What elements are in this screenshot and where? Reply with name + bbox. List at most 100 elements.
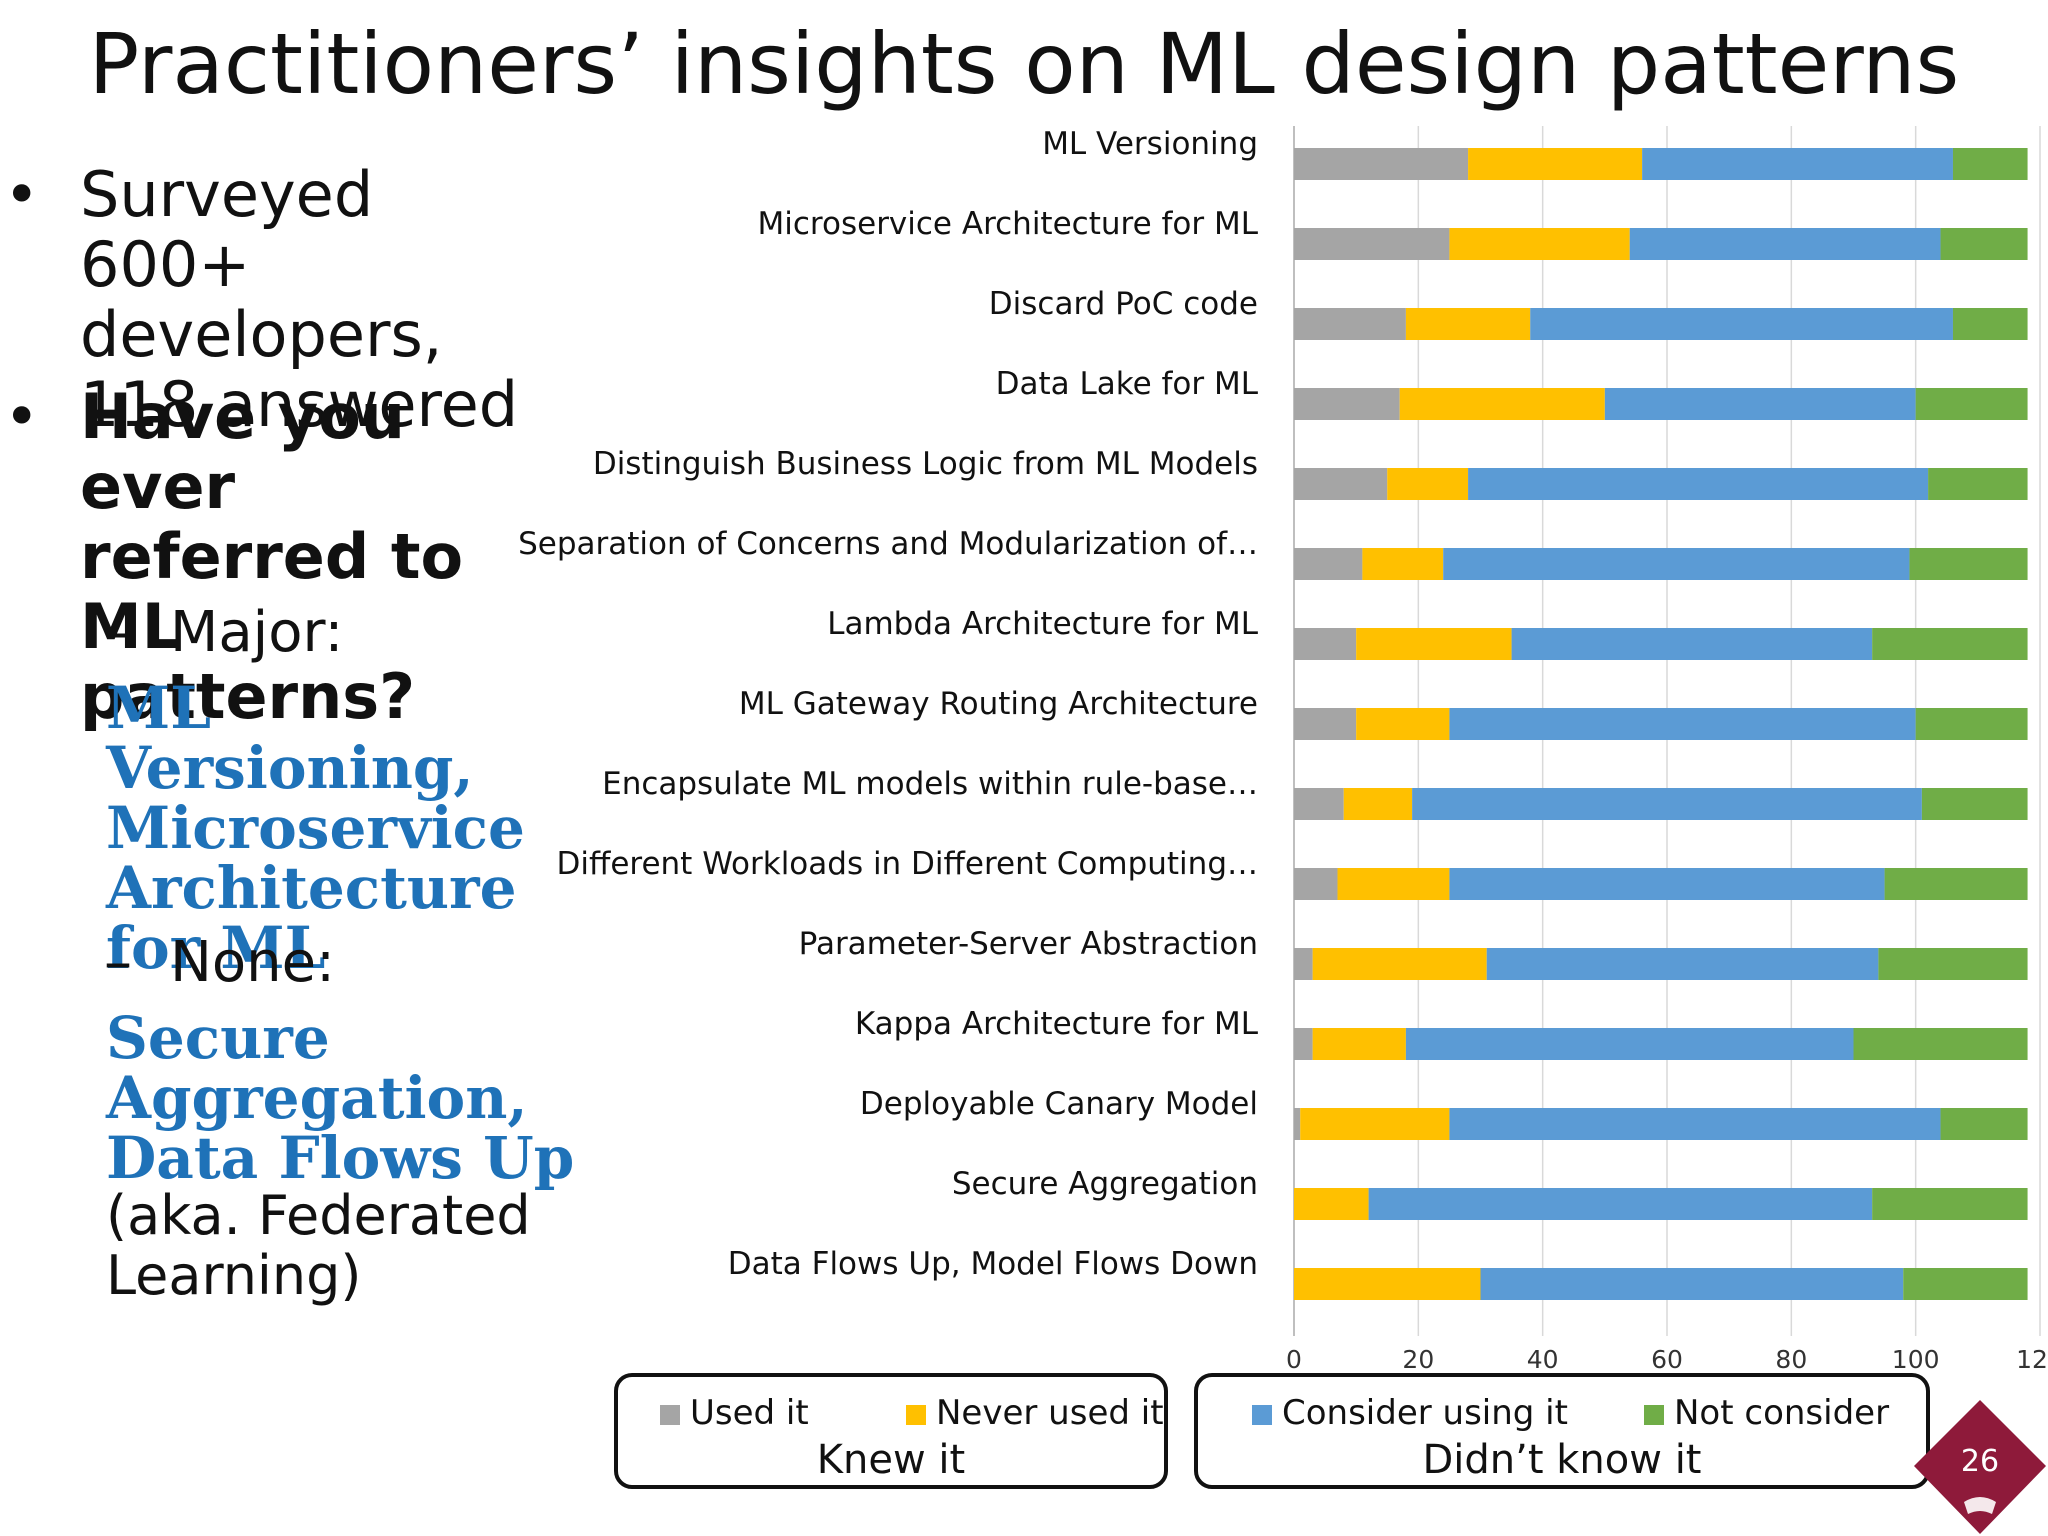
bar-segment-not-consider <box>1903 1268 2028 1300</box>
bar-segment-never-used-it <box>1300 1108 1450 1140</box>
bar-segment-consider-using-it <box>1449 1108 1941 1140</box>
bar-segment-used-it <box>1294 948 1313 980</box>
bar-segment-not-consider <box>1928 468 2028 500</box>
bar-segment-not-consider <box>1872 628 2028 660</box>
bar-segment-never-used-it <box>1337 868 1450 900</box>
legend-knew-it: Used it Never used it Knew it <box>614 1373 1168 1489</box>
category-label: Different Workloads in Different Computi… <box>556 846 1258 882</box>
legend-never-used-it-label: Never used it <box>936 1393 1164 1433</box>
bar-segment-never-used-it <box>1356 628 1512 660</box>
bar-segment-never-used-it <box>1312 1028 1406 1060</box>
bar-segment-not-consider <box>1940 228 2028 260</box>
bar-segment-never-used-it <box>1387 468 1469 500</box>
bar-segment-never-used-it <box>1362 548 1444 580</box>
category-label: Data Lake for ML <box>996 366 1259 402</box>
category-label: Separation of Concerns and Modularizatio… <box>518 526 1258 562</box>
legend-didnt-know-it: Consider using it Not consider Didn’t kn… <box>1194 1373 1930 1489</box>
bar-segment-consider-using-it <box>1629 228 1941 260</box>
bar-segment-consider-using-it <box>1642 148 1953 180</box>
bullet-surveyed-text: Surveyed 600+ developers, 118 answered <box>80 158 519 441</box>
x-tick-label: 20 <box>1402 1345 1434 1374</box>
bar-segment-used-it <box>1294 1028 1313 1060</box>
not-consider-swatch <box>1644 1405 1664 1425</box>
legend-consider-using-it: Consider using it <box>1252 1393 1568 1433</box>
bar-segment-never-used-it <box>1405 308 1531 340</box>
legend-not-consider-label: Not consider <box>1674 1393 1890 1433</box>
category-label: Encapsulate ML models within rule-base… <box>602 766 1258 802</box>
federated-learning-note: (aka. Federated Learning) <box>106 1184 531 1307</box>
bar-segment-not-consider <box>1884 868 2028 900</box>
category-labels: ML Versioning Microservice Architecture f… <box>518 126 1259 1282</box>
bar-segment-consider-using-it <box>1486 948 1879 980</box>
bar-segment-consider-using-it <box>1530 308 1953 340</box>
bar-segment-used-it <box>1294 708 1357 740</box>
bar-segment-not-consider <box>1940 1108 2028 1140</box>
bar-segment-never-used-it <box>1294 1188 1369 1220</box>
bar-segment-never-used-it <box>1294 1268 1481 1300</box>
legend-consider-using-it-label: Consider using it <box>1282 1393 1568 1433</box>
legend-didnt-know-it-caption: Didn’t know it <box>1422 1437 1702 1483</box>
bar-segment-consider-using-it <box>1449 868 1885 900</box>
bar-segment-not-consider <box>1872 1188 2028 1220</box>
bar-segment-consider-using-it <box>1412 788 1922 820</box>
category-label: Kappa Architecture for ML <box>855 1006 1259 1042</box>
bullet-panel: • Surveyed 600+ developers, 118 answered… <box>0 130 574 1536</box>
bar-segment-consider-using-it <box>1368 1188 1873 1220</box>
legend-used-it: Used it <box>660 1393 809 1433</box>
bar-segment-not-consider <box>1952 308 2028 340</box>
never-used-it-swatch <box>906 1405 926 1425</box>
bar-segment-consider-using-it <box>1443 548 1910 580</box>
slide-title: Practitioners’ insights on ML design pat… <box>88 15 1960 113</box>
category-label: Secure Aggregation <box>952 1166 1258 1202</box>
bar-segment-not-consider <box>1915 388 2028 420</box>
category-label: Data Flows Up, Model Flows Down <box>728 1246 1258 1282</box>
bar-segment-consider-using-it <box>1480 1268 1904 1300</box>
bar-segment-never-used-it <box>1449 228 1630 260</box>
bar-segment-used-it <box>1294 868 1338 900</box>
bar-segment-consider-using-it <box>1511 628 1873 660</box>
bar-segment-consider-using-it <box>1468 468 1929 500</box>
bullet-dot: • <box>4 382 40 452</box>
bar-segment-never-used-it <box>1399 388 1605 420</box>
x-tick-label: 100 <box>1892 1345 1940 1374</box>
bar-segment-not-consider <box>1853 1028 2028 1060</box>
legend-never-used-it: Never used it <box>906 1393 1164 1433</box>
bar-segment-used-it <box>1294 228 1450 260</box>
page-number: 26 <box>1960 1444 2000 1479</box>
major-patterns: ML Versioning, Microservice Architecture… <box>106 674 525 982</box>
bar-segment-not-consider <box>1878 948 2028 980</box>
bar-segment-not-consider <box>1952 148 2028 180</box>
bar-segment-not-consider <box>1915 708 2028 740</box>
none-patterns: Secure Aggregation, Data Flows Up <box>106 1004 575 1192</box>
bar-segment-not-consider <box>1909 548 2028 580</box>
bar-segment-never-used-it <box>1356 708 1450 740</box>
legend-not-consider: Not consider <box>1644 1393 1889 1433</box>
x-tick-label: 120 <box>2016 1345 2048 1374</box>
category-label: Parameter-Server Abstraction <box>799 926 1258 962</box>
x-tick-label: 0 <box>1286 1345 1302 1374</box>
dash-symbol: – <box>104 930 132 995</box>
bar-segment-never-used-it <box>1312 948 1487 980</box>
category-label: ML Gateway Routing Architecture <box>739 686 1258 722</box>
bar-segment-used-it <box>1294 788 1344 820</box>
bar-segment-consider-using-it <box>1449 708 1916 740</box>
none-label: None: <box>170 930 335 995</box>
category-label: Distinguish Business Logic from ML Model… <box>593 446 1258 482</box>
category-label: Microservice Architecture for ML <box>758 206 1259 242</box>
bar-segment-consider-using-it <box>1604 388 1916 420</box>
category-label: ML Versioning <box>1042 126 1258 162</box>
category-label: Deployable Canary Model <box>860 1086 1258 1122</box>
x-tick-label: 40 <box>1527 1345 1559 1374</box>
category-label: Lambda Architecture for ML <box>827 606 1259 642</box>
legend-knew-it-caption: Knew it <box>816 1437 966 1483</box>
bar-segment-used-it <box>1294 628 1357 660</box>
bar-segment-never-used-it <box>1343 788 1413 820</box>
bar-segment-not-consider <box>1921 788 2028 820</box>
bar-segment-used-it <box>1294 468 1388 500</box>
consider-using-it-swatch <box>1252 1405 1272 1425</box>
x-axis-ticks: 0 20 40 60 80 100 120 <box>1286 1345 2048 1374</box>
university-badge-icon <box>1914 1400 2046 1534</box>
legend-used-it-label: Used it <box>690 1393 809 1433</box>
bar-segment-used-it <box>1294 308 1406 340</box>
